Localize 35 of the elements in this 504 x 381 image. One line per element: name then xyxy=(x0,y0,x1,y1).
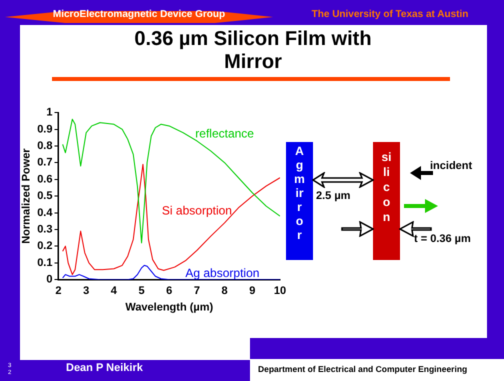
text: The University of Texas at Austin xyxy=(310,9,470,20)
x-tick-label: 7 xyxy=(194,285,200,298)
text: 2.5 µm xyxy=(316,190,350,202)
text: silicon xyxy=(381,150,392,225)
y-tick-label: 0 xyxy=(46,274,52,286)
y-axis-title: Normalized Power xyxy=(20,148,33,244)
x-axis-title: Wavelength (µm) xyxy=(125,301,214,314)
y-tick-label: 0.3 xyxy=(37,224,52,236)
series-label: Si absorption xyxy=(162,203,232,218)
y-tick-label: 0.7 xyxy=(37,156,52,169)
series-label: reflectance xyxy=(195,126,254,141)
x-tick-label: 4 xyxy=(110,285,118,298)
x-tick-label: 3 xyxy=(83,285,90,298)
y-tick-label: 0.5 xyxy=(37,190,52,202)
text: MicroElectromagnetic Device Group xyxy=(5,9,273,20)
y-tick-label: 0.8 xyxy=(37,140,52,152)
text: incident xyxy=(430,160,472,172)
x-tick-label: 9 xyxy=(249,285,256,298)
series-label: Ag absorption xyxy=(185,266,260,280)
y-tick-label: 0.4 xyxy=(37,206,54,219)
y-tick-label: 1 xyxy=(46,106,52,119)
text: Department of Electrical and Computer Engineering xyxy=(258,364,468,374)
y-tick-label: 0.1 xyxy=(37,256,52,269)
text: Dean P Neikirk xyxy=(66,362,143,374)
y-tick-label: 0.6 xyxy=(37,173,52,186)
text: t = 0.36 µm xyxy=(414,233,471,245)
x-tick-label: 10 xyxy=(274,285,286,298)
text: Ag mirror xyxy=(294,144,305,242)
x-tick-label: 6 xyxy=(166,285,172,298)
y-tick-label: 0.9 xyxy=(37,123,52,136)
x-tick-label: 5 xyxy=(138,285,145,298)
x-tick-label: 8 xyxy=(222,285,228,298)
chart-title: 0.36 µm Silicon Film with Mirror xyxy=(133,28,373,74)
y-tick-label: 0.2 xyxy=(37,240,52,252)
x-tick-label: 2 xyxy=(55,285,62,298)
